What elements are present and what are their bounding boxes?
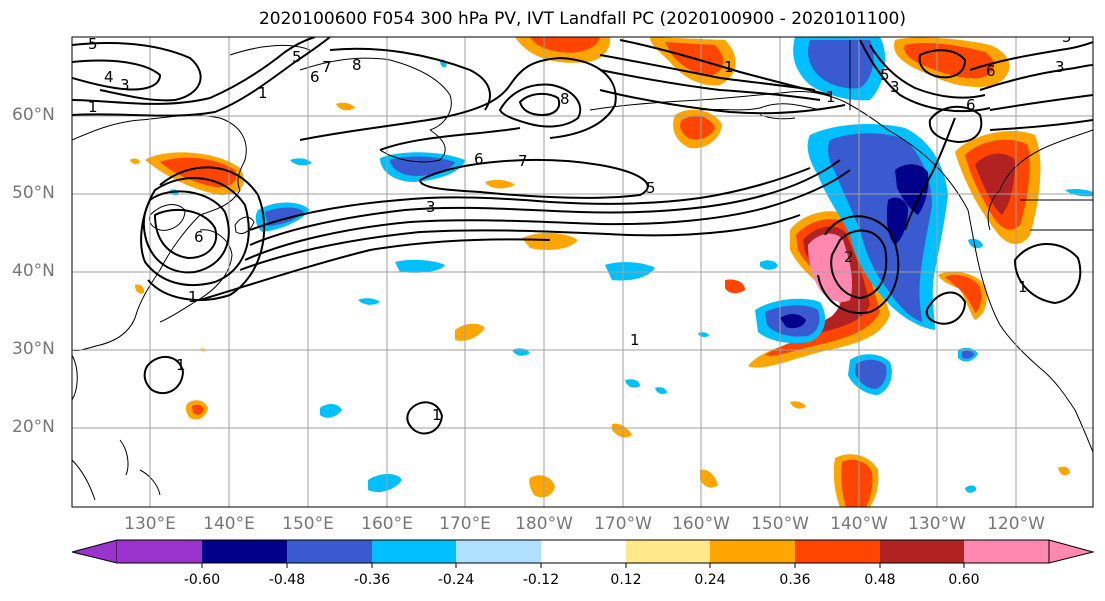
- contour-label: 1: [88, 98, 98, 116]
- contour-label: 1: [630, 331, 640, 349]
- lat-label: 20°N: [12, 417, 55, 437]
- contour-label: 6: [966, 96, 976, 114]
- colorbar-swatch: [287, 540, 372, 563]
- colorbar: [71, 539, 1095, 568]
- colorbar-swatch: [372, 540, 456, 563]
- colorbar-label: -0.24: [437, 572, 475, 588]
- contour-label: 1: [1018, 278, 1028, 296]
- colorbar-max-triangle: [1048, 539, 1095, 564]
- contour-label-group: 5 4 3 1 5 6 7 8 8 7 6 5 3 1 6 5 3 6 1 5 …: [88, 28, 1072, 424]
- map-title: 2020100600 F054 300 hPa PV, IVT Landfall…: [258, 9, 906, 29]
- lon-label: 120°W: [987, 514, 1045, 534]
- colorbar-swatch: [795, 540, 880, 563]
- contour-label: 5: [880, 66, 890, 84]
- colorbar-swatch: [456, 540, 541, 563]
- colorbar-label: -0.48: [268, 572, 306, 588]
- contour-label: 3: [890, 78, 900, 96]
- colorbar-swatch: [964, 540, 1049, 563]
- lon-label: 180°W: [515, 514, 573, 534]
- contour-label: 1: [724, 58, 734, 76]
- colorbar-label: -0.60: [183, 572, 221, 588]
- contour-label: 4: [104, 68, 114, 86]
- colorbar-label: -0.36: [353, 572, 391, 588]
- contour-label: 8: [352, 56, 362, 74]
- lat-label: 30°N: [12, 339, 55, 359]
- colorbar-label: 0.60: [948, 572, 980, 588]
- lat-label: 40°N: [12, 261, 55, 281]
- contour-label: 1: [258, 84, 268, 102]
- lon-label: 160°W: [672, 514, 730, 534]
- contour-label: 7: [322, 58, 332, 76]
- lon-label: 170°W: [594, 514, 652, 534]
- contour-label: 5: [292, 48, 302, 66]
- lon-label: 150°W: [751, 514, 809, 534]
- colorbar-swatch: [541, 540, 626, 563]
- colorbar-label: -0.12: [522, 572, 560, 588]
- contour-label: 6: [310, 68, 320, 86]
- coastlines: [72, 40, 1093, 501]
- lon-label: 130°E: [124, 514, 176, 534]
- contour-label: 1: [432, 406, 442, 424]
- contour-label: 5: [646, 179, 656, 197]
- contour-label: 8: [560, 90, 570, 108]
- contour-label: 3: [426, 198, 436, 216]
- colorbar-label: 0.36: [779, 572, 811, 588]
- contour-label: 6: [986, 62, 996, 80]
- contour-label: 1: [826, 88, 836, 106]
- colorbar-swatch: [117, 540, 202, 563]
- colorbar-label: 0.48: [864, 572, 896, 588]
- colorbar-label: 0.24: [694, 572, 726, 588]
- contour-lines: [72, 37, 1093, 435]
- lon-label: 160°E: [361, 514, 413, 534]
- contour-label: 2: [844, 248, 854, 266]
- colorbar-label: 0.12: [610, 572, 642, 588]
- contour-label: 1: [188, 288, 198, 306]
- colorbar-min-triangle: [71, 539, 118, 564]
- lon-label: 140°W: [830, 514, 888, 534]
- contour-label: 3: [1055, 58, 1065, 76]
- lon-label: 150°E: [282, 514, 334, 534]
- contour-label: 5: [88, 35, 98, 53]
- lon-label: 170°E: [439, 514, 491, 534]
- contour-label: 5: [1062, 28, 1072, 46]
- contour-label: 1: [176, 356, 186, 374]
- lon-label: 140°E: [203, 514, 255, 534]
- contour-label: 3: [120, 76, 130, 94]
- contour-label: 6: [474, 150, 484, 168]
- lon-label: 130°W: [908, 514, 966, 534]
- colorbar-swatch: [880, 540, 964, 563]
- map-frame: [71, 36, 1094, 508]
- lat-label: 60°N: [12, 105, 55, 125]
- colorbar-swatch: [202, 540, 287, 563]
- contour-label: 6: [194, 228, 204, 246]
- contour-label: 7: [518, 152, 528, 170]
- colorbar-swatch: [626, 540, 710, 563]
- colorbar-swatch: [710, 540, 795, 563]
- lat-label: 50°N: [12, 183, 55, 203]
